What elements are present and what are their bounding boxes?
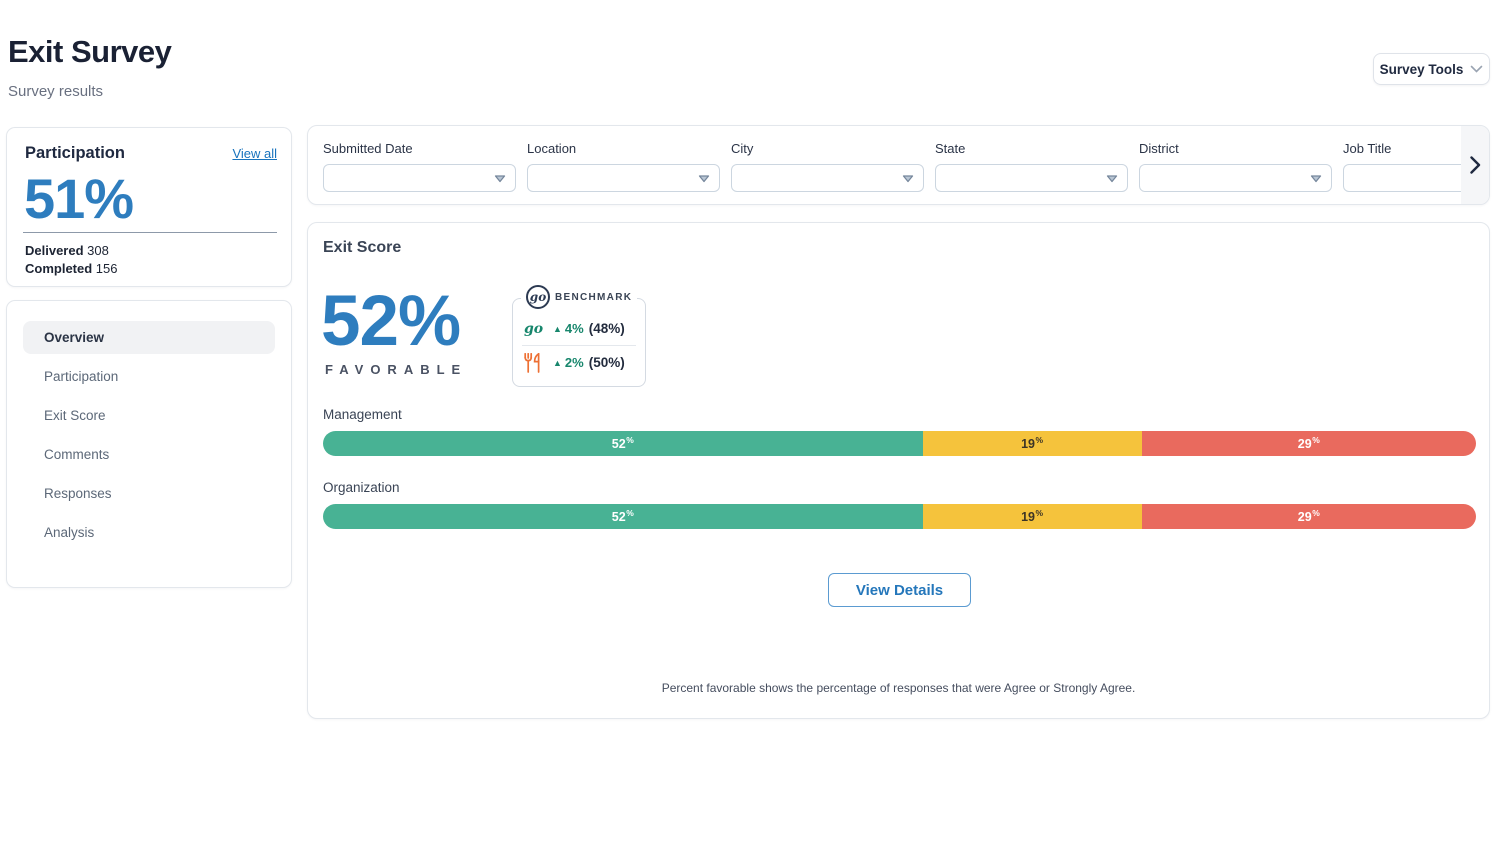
completed-value: 156 [95, 261, 118, 276]
select-chevron-icon [698, 175, 710, 183]
triangle-up-icon: ▲ [553, 323, 562, 334]
filter-field-state: State [935, 141, 1128, 192]
benchmark-divider [522, 345, 636, 346]
location-select[interactable] [527, 164, 720, 192]
management-stacked-bar: 52% 19% 29% [323, 431, 1476, 456]
benchmark-value: (50%) [588, 355, 625, 370]
chevron-down-icon [1470, 65, 1483, 73]
bar-label-management: Management [323, 407, 402, 422]
select-chevron-icon [1106, 175, 1118, 183]
view-all-link[interactable]: View all [232, 146, 277, 161]
select-chevron-icon [494, 175, 506, 183]
survey-tools-button[interactable]: Survey Tools [1373, 53, 1490, 85]
go-brand-icon: go [524, 320, 544, 337]
sidebar-item-participation[interactable]: Participation [44, 369, 119, 384]
bar-label-organization: Organization [323, 480, 400, 495]
bar-segment-neutral: 19% [922, 504, 1142, 529]
sidebar-item-comments[interactable]: Comments [44, 447, 110, 462]
city-select[interactable] [731, 164, 924, 192]
state-select[interactable] [935, 164, 1128, 192]
segment-percent-sign: % [1035, 435, 1044, 445]
go-logo-icon: go [526, 285, 550, 309]
bar-segment-unfavorable: 29% [1141, 431, 1476, 456]
participation-card: Participation View all 51% Delivered 308… [6, 127, 292, 287]
segment-value: 29 [1297, 436, 1312, 451]
sidebar-item-exit-score[interactable]: Exit Score [44, 408, 106, 423]
segment-percent-sign: % [626, 435, 634, 445]
exit-score-title: Exit Score [323, 239, 402, 256]
benchmark-row-go: go ▲ 4% (48%) [513, 313, 645, 344]
filter-label: Location [527, 141, 577, 156]
segment-value: 19 [1021, 509, 1035, 524]
participation-percent: 51% [24, 167, 134, 230]
benchmark-heading: BENCHMARK [555, 291, 633, 303]
exit-score-card: Exit Score 52% FAVORABLE go BENCHMARK go… [307, 222, 1490, 719]
segment-value: 52 [611, 509, 626, 524]
sidebar-item-analysis[interactable]: Analysis [44, 525, 95, 540]
filter-field-location: Location [527, 141, 720, 192]
bar-segment-favorable: 52% [323, 431, 923, 456]
filter-label: Job Title [1343, 141, 1392, 156]
delivered-stat: Delivered 308 [25, 242, 118, 260]
bar-segment-unfavorable: 29% [1141, 504, 1476, 529]
participation-title: Participation [25, 144, 125, 162]
sidebar-nav: Overview Participation Exit Score Commen… [6, 300, 292, 588]
district-select[interactable] [1139, 164, 1332, 192]
score-value: 52% [321, 282, 461, 361]
benchmark-row-industry: ▲ 2% (50%) [513, 347, 645, 378]
filters-scroll-right-button[interactable] [1461, 126, 1489, 204]
participation-divider [23, 232, 277, 233]
survey-tools-label: Survey Tools [1379, 61, 1464, 77]
segment-percent-sign: % [1312, 435, 1320, 445]
benchmark-delta: 2% [564, 355, 584, 370]
completed-label: Completed [25, 261, 93, 276]
benchmark-box: go BENCHMARK go ▲ 4% (48%) [512, 285, 646, 387]
segment-percent-sign: % [1312, 508, 1320, 518]
filter-label: Submitted Date [323, 141, 413, 156]
segment-value: 19 [1021, 436, 1035, 451]
benchmark-rows: go ▲ 4% (48%) [513, 313, 645, 378]
footnote: Percent favorable shows the percentage o… [661, 681, 1136, 695]
benchmark-delta: 4% [564, 321, 584, 336]
select-chevron-icon [902, 175, 914, 183]
filter-label: District [1139, 141, 1179, 156]
sidebar-item-overview[interactable]: Overview [23, 321, 275, 354]
filter-field-submitted-date: Submitted Date [323, 141, 516, 192]
completed-stat: Completed 156 [25, 260, 118, 278]
bar-segment-favorable: 52% [323, 504, 923, 529]
filter-field-district: District [1139, 141, 1332, 192]
score-block: 52% FAVORABLE [321, 282, 468, 377]
page-title: Exit Survey [8, 34, 172, 69]
filter-field-city: City [731, 141, 924, 192]
filter-label: State [935, 141, 966, 156]
sidebar-item-responses[interactable]: Responses [44, 486, 112, 501]
organization-stacked-bar: 52% 19% 29% [323, 504, 1476, 529]
submitted-date-select[interactable] [323, 164, 516, 192]
delivered-label: Delivered [25, 243, 84, 258]
page-subtitle: Survey results [8, 83, 104, 100]
benchmark-legend: go BENCHMARK [521, 285, 638, 309]
segment-percent-sign: % [626, 508, 634, 518]
fork-knife-icon [524, 352, 540, 373]
bar-segment-neutral: 19% [922, 431, 1142, 456]
segment-value: 52 [611, 436, 626, 451]
select-chevron-icon [1310, 175, 1322, 183]
participation-stats: Delivered 308 Completed 156 [25, 242, 118, 278]
benchmark-value: (48%) [588, 321, 625, 336]
score-caption: FAVORABLE [325, 361, 468, 377]
delivered-value: 308 [87, 243, 109, 258]
filter-label: City [731, 141, 754, 156]
filter-bar: Submitted Date Location City State [307, 125, 1490, 205]
segment-value: 29 [1297, 509, 1312, 524]
triangle-up-icon: ▲ [553, 357, 562, 368]
filter-track: Submitted Date Location City State [323, 141, 1489, 192]
segment-percent-sign: % [1035, 508, 1044, 518]
chevron-right-icon [1469, 156, 1480, 174]
view-details-button[interactable]: View Details [828, 573, 971, 607]
